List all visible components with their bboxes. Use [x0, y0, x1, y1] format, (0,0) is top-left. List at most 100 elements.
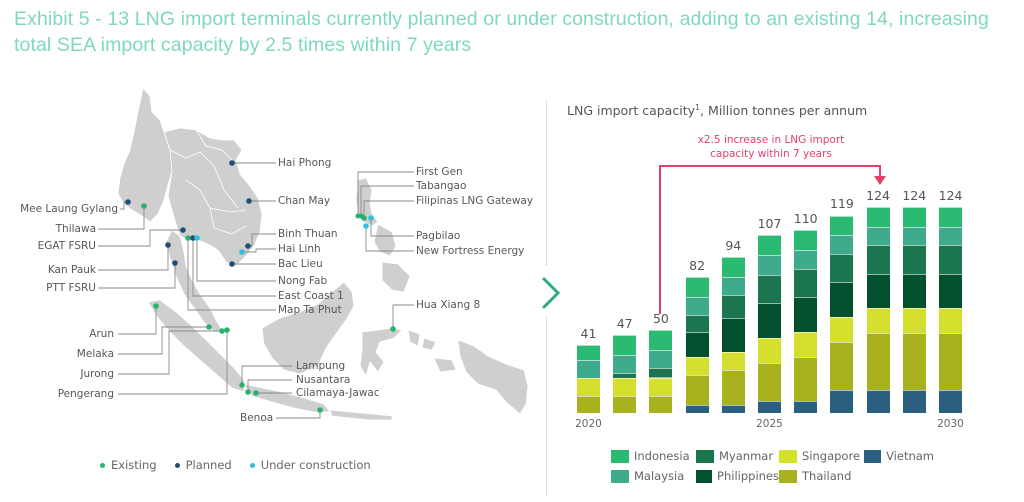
existing-dot-icon — [100, 462, 105, 468]
segment-thailand — [830, 341, 854, 390]
segment-philippines — [866, 273, 890, 309]
segment-indonesia — [758, 235, 781, 256]
segment-thailand — [939, 333, 962, 390]
label-melaka: Melaka — [76, 348, 114, 360]
bar-total-label: 107 — [757, 216, 782, 232]
legend-label: Philippines — [717, 469, 779, 483]
segment-vietnam — [721, 404, 745, 413]
segment-vietnam — [758, 401, 781, 413]
legend-label: Indonesia — [634, 449, 690, 463]
label-lampung: Lampung — [296, 360, 346, 372]
bar-2022 — [649, 330, 673, 413]
segment-malaysia — [577, 359, 600, 379]
terminal-dots — [125, 160, 396, 413]
segment-singapore — [613, 378, 637, 397]
legend-label: Thailand — [802, 469, 852, 483]
bar-total-label: 110 — [793, 211, 818, 227]
segment-vietnam — [902, 389, 926, 413]
arrow-down-icon — [874, 176, 886, 185]
segment-thailand — [649, 396, 673, 413]
label-hai-linh: Hai Linh — [278, 243, 321, 255]
segment-malaysia — [613, 354, 637, 374]
legend-item-vietnam: Vietnam — [864, 449, 934, 463]
legend-label: Vietnam — [886, 449, 934, 463]
segment-indonesia — [902, 207, 926, 228]
label-ptt-fsru: PTT FSRU — [46, 282, 96, 294]
segment-indonesia — [649, 330, 673, 350]
label-tabangao: Tabangao — [416, 180, 467, 192]
segment-malaysia — [794, 250, 818, 269]
segment-malaysia — [649, 349, 673, 369]
bar-total-label: 119 — [829, 196, 854, 212]
under-construction-dot-icon — [249, 462, 255, 468]
chart-title-main: LNG import capacity — [567, 103, 695, 119]
growth-annotation: x2.5 increase in LNG import capacity wit… — [676, 133, 866, 161]
segment-myanmar — [685, 315, 709, 332]
legend-row: Malaysia Philippines Thailand — [611, 466, 934, 486]
segment-myanmar — [758, 275, 781, 304]
label-kan-pauk: Kan Pauk — [47, 264, 96, 276]
bar-total-label: 41 — [580, 325, 597, 341]
segment-indonesia — [721, 257, 745, 277]
segment-myanmar — [866, 245, 890, 274]
segment-malaysia — [685, 296, 709, 316]
label-map-ta-phut: Map Ta Phut — [278, 304, 342, 316]
segment-thailand — [613, 396, 637, 413]
bar-2025 — [758, 235, 781, 413]
segment-indonesia — [830, 215, 854, 236]
segment-thailand — [721, 369, 745, 405]
bar-2020 — [577, 344, 600, 413]
segment-thailand — [577, 396, 600, 413]
label-pagbilao: Pagbilao — [416, 230, 461, 242]
legend-swatch-icon — [696, 469, 713, 483]
label-first-gen: First Gen — [416, 166, 463, 178]
bar-2028 — [866, 207, 890, 413]
legend-item-philippines: Philippines — [696, 469, 779, 483]
legend-swatch-icon — [611, 469, 629, 483]
legend-swatch-icon — [779, 449, 797, 463]
segment-philippines — [902, 273, 926, 309]
label-jurong: Jurong — [80, 368, 114, 380]
label-filipinas-lng-gateway: Filipinas LNG Gateway — [416, 195, 534, 207]
segment-singapore — [685, 356, 709, 375]
segment-philippines — [758, 303, 781, 339]
segment-singapore — [721, 351, 745, 370]
bar-2030 — [939, 207, 962, 413]
segment-malaysia — [866, 227, 890, 246]
exhibit-title: Exhibit 5 - 13 LNG import terminals curr… — [14, 8, 989, 56]
legend-item-myanmar: Myanmar — [696, 449, 779, 463]
chart-title-unit: , Million tonnes per annum — [700, 103, 868, 119]
bar-2029 — [902, 207, 926, 413]
segment-singapore — [649, 378, 673, 397]
label-egat-fsru: EGAT FSRU — [37, 240, 96, 252]
segment-malaysia — [758, 255, 781, 276]
bar-2027 — [830, 215, 854, 413]
legend-label: Malaysia — [634, 469, 685, 483]
legend-swatch-icon — [779, 469, 797, 483]
legend-swatch-icon — [696, 449, 714, 463]
stacked-bar-chart: 41 47 50 82 94 107 110 119 124 124 124 2020 2025 2030 — [560, 150, 1000, 430]
legend-item-indonesia: Indonesia — [611, 449, 696, 463]
chevron-right-icon — [542, 277, 561, 309]
segment-malaysia — [830, 235, 854, 254]
legend-swatch-icon — [611, 449, 629, 463]
label-benoa: Benoa — [240, 412, 274, 424]
segment-malaysia — [939, 227, 962, 246]
segment-myanmar — [649, 368, 673, 377]
legend-item-singapore: Singapore — [779, 449, 864, 463]
annotation-line-1: x2.5 increase in LNG import — [697, 134, 845, 146]
segment-malaysia — [902, 227, 926, 246]
chart-title: LNG import capacity1, Million tonnes per… — [567, 103, 867, 118]
label-binh-thuan: Binh Thuan — [278, 228, 338, 240]
x-tick-2030: 2030 — [937, 418, 964, 430]
segment-vietnam — [866, 389, 890, 413]
segment-indonesia — [866, 207, 890, 228]
bar-total-label: 124 — [902, 188, 927, 204]
label-cilamaya-jawac: Cilamaya-Jawac — [296, 387, 380, 399]
segment-myanmar — [721, 295, 745, 319]
bar-total-label: 94 — [725, 237, 742, 253]
map-legend: Existing Planned Under construction — [100, 458, 371, 472]
segment-vietnam — [830, 389, 854, 413]
chart-title-footnote: 1 — [695, 103, 701, 112]
segment-malaysia — [721, 276, 745, 296]
